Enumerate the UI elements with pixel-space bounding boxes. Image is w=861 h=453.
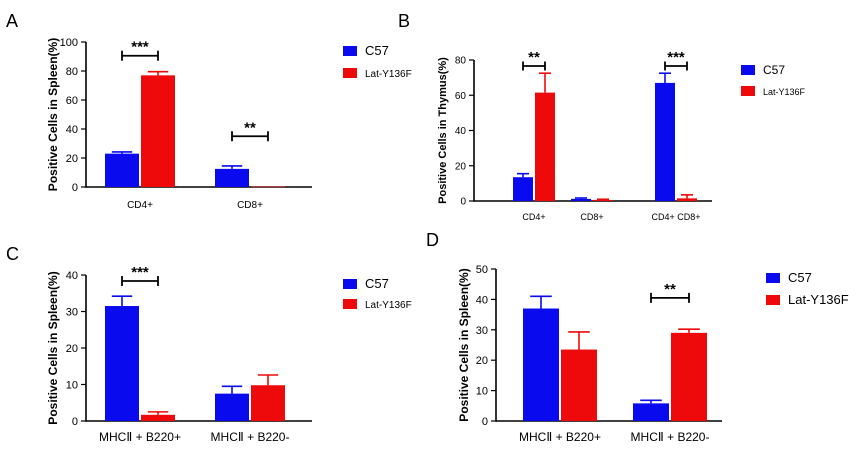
y-tick-label: 60 <box>455 91 467 102</box>
bar-Lat-Y136F-0 <box>141 414 175 421</box>
y-tick-label: 20 <box>66 153 78 165</box>
y-tick-label: 30 <box>476 325 488 337</box>
panel-D: D 0 10 20 30 40 50 Positive Cells in Spleen(%) M… <box>426 230 849 444</box>
x-tick-label: CD8+ <box>237 200 263 211</box>
bar-Lat-Y136F-0 <box>561 349 597 421</box>
y-tick-label: 40 <box>66 124 78 136</box>
x-tick-label: MHCⅡ + B220+ <box>519 430 601 444</box>
bar-C57-0 <box>105 153 139 187</box>
bar-C57-1 <box>215 168 249 187</box>
y-tick-label: 40 <box>455 126 467 137</box>
legend-swatch-Lat-Y136F <box>343 68 357 78</box>
sig-label: ** <box>244 119 256 136</box>
legend-label: Lat-Y136F <box>788 292 849 307</box>
panel-letter: B <box>398 11 410 31</box>
legend-label: Lat-Y136F <box>763 87 806 97</box>
x-tick-label: MHCⅡ + B220- <box>631 430 710 444</box>
y-tick-label: 80 <box>455 56 467 67</box>
sig-label: *** <box>131 39 149 56</box>
bar-C57-1 <box>571 198 591 201</box>
bar-Lat-Y136F-0 <box>141 75 175 187</box>
legend-label: C57 <box>365 276 389 291</box>
panel-letter: A <box>6 11 18 31</box>
bar-C57-1 <box>215 393 249 421</box>
x-tick-label: CD4+ <box>522 212 545 222</box>
legend-swatch-C57 <box>741 65 755 75</box>
legend-swatch-C57 <box>343 279 357 289</box>
panel-letter: C <box>6 244 19 264</box>
legend-swatch-Lat-Y136F <box>766 295 780 305</box>
legend-label: Lat-Y136F <box>365 300 412 311</box>
y-tick-label: 10 <box>66 379 78 391</box>
y-tick-label: 50 <box>476 264 488 276</box>
y-tick-label: 10 <box>476 386 488 398</box>
x-tick-label: CD4+ <box>127 200 153 211</box>
bar-C57-0 <box>523 308 559 421</box>
legend-swatch-Lat-Y136F <box>343 299 357 309</box>
sig-label: ** <box>528 49 540 66</box>
panel-B: B 0 20 40 60 80 Positive Cells in Thymus(%) CD4… <box>398 11 806 222</box>
y-tick-label: 80 <box>66 66 78 78</box>
y-tick-label: 0 <box>72 182 78 194</box>
x-tick-label: MHCⅡ + B220+ <box>99 430 181 444</box>
y-tick-label: 20 <box>476 355 488 367</box>
legend-label: C57 <box>763 63 785 77</box>
y-tick-label: 40 <box>476 294 488 306</box>
x-tick-label: MHCⅡ + B220- <box>211 430 290 444</box>
legend-swatch-C57 <box>343 46 357 56</box>
bar-Lat-Y136F-2 <box>677 198 697 201</box>
y-tick-label: 20 <box>66 343 78 355</box>
bar-C57-2 <box>655 82 675 201</box>
sig-label: *** <box>131 264 149 281</box>
bar-Lat-Y136F-1 <box>251 186 285 188</box>
panel-letter: D <box>426 230 439 250</box>
y-axis-label: Positive Cells in Spleen(%) <box>46 38 60 191</box>
x-tick-label: CD4+ CD8+ <box>651 212 700 222</box>
bar-C57-0 <box>513 177 533 201</box>
bar-Lat-Y136F-1 <box>671 332 707 421</box>
sig-label: ** <box>664 281 676 298</box>
legend-label: Lat-Y136F <box>365 69 412 80</box>
y-axis-label: Positive Cells in Thymus(%) <box>437 57 449 204</box>
y-tick-label: 20 <box>455 161 467 172</box>
y-axis-label: Positive Cells in Spleen(%) <box>457 268 471 421</box>
y-tick-label: 30 <box>66 306 78 318</box>
sig-label: *** <box>667 49 685 66</box>
legend-swatch-C57 <box>766 273 780 283</box>
bar-Lat-Y136F-1 <box>251 385 285 421</box>
x-tick-label: CD8+ <box>580 212 603 222</box>
bar-Lat-Y136F-0 <box>535 92 555 201</box>
bar-C57-0 <box>105 306 139 421</box>
panel-C: C 0 10 20 30 40 Positive Cells in Spleen(%) MHC… <box>6 244 412 444</box>
y-tick-label: 60 <box>66 95 78 107</box>
y-axis-label: Positive Cells in Spleen(%) <box>46 271 60 424</box>
y-tick-label: 0 <box>72 416 78 428</box>
y-tick-label: 100 <box>60 37 78 49</box>
legend-label: C57 <box>788 270 812 285</box>
legend-swatch-Lat-Y136F <box>741 86 755 96</box>
y-tick-label: 0 <box>482 416 488 428</box>
bar-C57-1 <box>633 403 669 421</box>
legend-label: C57 <box>365 43 389 58</box>
y-tick-label: 40 <box>66 270 78 282</box>
bar-Lat-Y136F-1 <box>593 199 613 201</box>
y-tick-label: 0 <box>460 197 466 208</box>
